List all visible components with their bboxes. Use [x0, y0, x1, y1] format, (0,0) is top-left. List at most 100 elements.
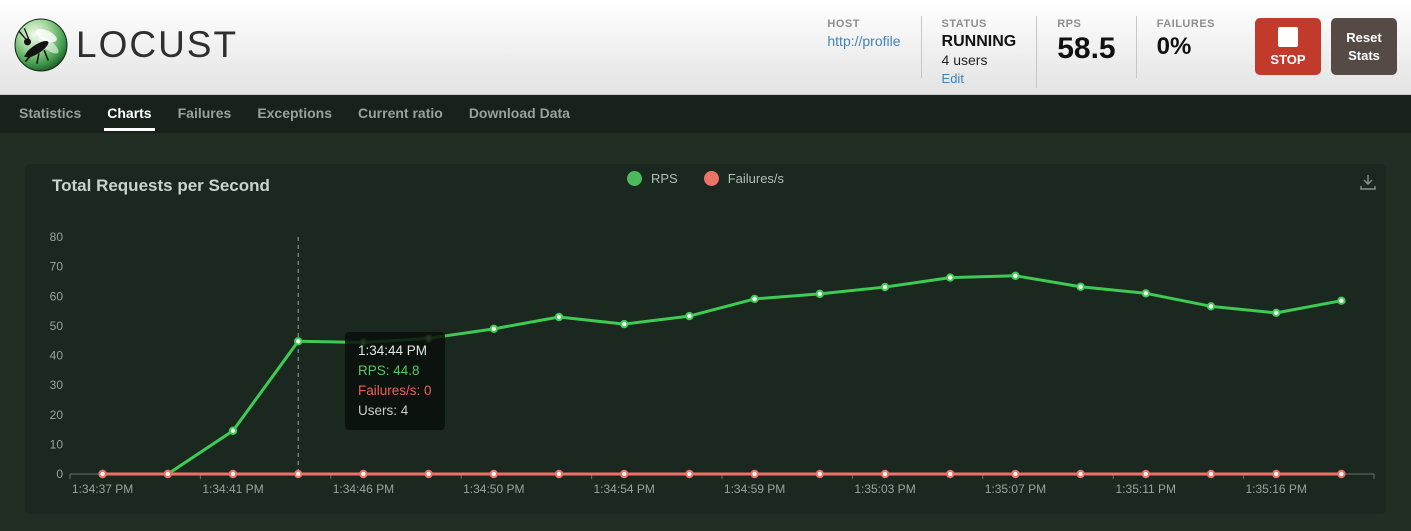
- tab-exceptions[interactable]: Exceptions: [257, 105, 333, 121]
- y-axis-label: 20: [50, 408, 64, 422]
- edit-users-link[interactable]: Edit: [941, 71, 964, 86]
- rps-data-point[interactable]: [620, 319, 629, 329]
- chart-panel: Total Requests per Second RPS Failures/s…: [25, 164, 1386, 514]
- rps-data-point[interactable]: [1141, 289, 1151, 298]
- host-link[interactable]: http://profile: [827, 33, 901, 49]
- failures-s-data-point[interactable]: [294, 469, 303, 479]
- rps-line: [102, 274, 1342, 476]
- failures-s-data-point[interactable]: [1076, 469, 1085, 479]
- rps-label: RPS: [1057, 18, 1082, 30]
- y-axis-label: 0: [56, 467, 63, 481]
- y-axis-label: 50: [50, 319, 64, 333]
- failures-s-data-point[interactable]: [1272, 469, 1281, 479]
- failures-s-data-point[interactable]: [359, 469, 368, 479]
- rps-data-point[interactable]: [294, 337, 303, 346]
- legend-item-rps[interactable]: RPS: [626, 171, 678, 186]
- failures-s-data-point[interactable]: [424, 469, 433, 479]
- y-axis-label: 30: [50, 378, 64, 392]
- rps-data-point[interactable]: [1206, 302, 1216, 311]
- x-axis-label: 1:35:07 PM: [985, 482, 1046, 496]
- rps-data-point[interactable]: [815, 289, 824, 299]
- stop-button-label: STOP: [1270, 51, 1306, 67]
- rps-data-point[interactable]: [1337, 296, 1346, 305]
- chart-tooltip: 1:34:44 PM RPS: 44.8 Failures/s: 0 Users…: [345, 332, 445, 430]
- locust-logo-icon: [14, 18, 68, 72]
- header-status-bar: HOST http://profile STATUS RUNNING 4 use…: [807, 0, 1411, 88]
- logo[interactable]: LOCUST: [14, 18, 238, 72]
- tooltip-failures: Failures/s: 0: [358, 383, 432, 398]
- x-axis-label: 1:34:50 PM: [463, 482, 524, 496]
- failures-label: FAILURES: [1156, 18, 1215, 30]
- x-axis-label: 1:35:16 PM: [1246, 482, 1307, 496]
- status-value: RUNNING: [941, 33, 1017, 50]
- rps-data-point[interactable]: [880, 282, 890, 292]
- failures-s-data-point[interactable]: [880, 469, 890, 479]
- rps-legend-label: RPS: [650, 171, 678, 186]
- stop-square-icon: [1278, 26, 1298, 47]
- logo-text: LOCUST: [76, 24, 239, 65]
- tab-download-data[interactable]: Download Data: [468, 105, 570, 121]
- failures-value: 0%: [1156, 33, 1192, 60]
- rps-data-point[interactable]: [750, 294, 759, 304]
- failures-s-data-point[interactable]: [1206, 469, 1216, 479]
- failures-s-data-point[interactable]: [946, 469, 955, 479]
- failures-block: FAILURES 0%: [1137, 16, 1235, 78]
- y-axis-label: 60: [50, 289, 64, 303]
- failures-s-data-point[interactable]: [489, 469, 498, 479]
- x-axis-label: 1:34:37 PM: [72, 482, 133, 496]
- host-label: HOST: [827, 18, 860, 30]
- tab-failures[interactable]: Failures: [177, 105, 232, 121]
- x-axis-label: 1:35:11 PM: [1116, 482, 1176, 496]
- failures-legend-label: Failures/s: [727, 171, 785, 186]
- status-label: STATUS: [941, 18, 987, 30]
- failures-s-data-point[interactable]: [163, 469, 173, 479]
- rps-data-point[interactable]: [1272, 308, 1281, 318]
- legend-item-failures[interactable]: Failures/s: [703, 171, 785, 186]
- rps-data-point[interactable]: [1076, 282, 1085, 291]
- rps-data-point[interactable]: [1011, 271, 1020, 281]
- download-chart-icon[interactable]: [1359, 173, 1377, 191]
- failures-s-data-point[interactable]: [228, 469, 238, 479]
- status-block: STATUS RUNNING 4 users Edit: [922, 16, 1038, 88]
- failures-s-data-point[interactable]: [1141, 469, 1151, 479]
- tab-charts[interactable]: Charts: [94, 95, 164, 133]
- rps-legend-dot-icon: [626, 171, 642, 186]
- rps-data-point[interactable]: [554, 312, 564, 322]
- y-axis-label: 80: [50, 230, 64, 244]
- y-axis-label: 70: [50, 260, 64, 274]
- y-axis-label: 10: [50, 437, 64, 451]
- failures-legend-dot-icon: [703, 171, 719, 186]
- tooltip-rps: RPS: 44.8: [358, 363, 420, 378]
- x-axis-label: 1:34:54 PM: [594, 482, 655, 496]
- failures-s-data-point[interactable]: [98, 469, 107, 479]
- reset-stats-button[interactable]: Reset Stats: [1331, 18, 1397, 75]
- header: LOCUST HOST http://profile STATUS RUNNIN…: [0, 0, 1411, 95]
- y-axis-label: 40: [50, 349, 64, 363]
- failures-s-data-point[interactable]: [685, 469, 694, 479]
- nav-bar: Statistics Charts Failures Exceptions Cu…: [0, 95, 1411, 133]
- x-axis-label: 1:34:41 PM: [202, 482, 263, 496]
- failures-s-data-point[interactable]: [1011, 469, 1020, 479]
- rps-data-point[interactable]: [228, 426, 238, 435]
- tab-statistics[interactable]: Statistics: [19, 105, 82, 121]
- x-axis-label: 1:34:46 PM: [333, 482, 394, 496]
- rps-chart[interactable]: 0 10 20 30 40 50 60 70 80 1:34:37 PM 1:34:41 PM 1:3…: [25, 164, 1386, 514]
- failures-s-data-point[interactable]: [750, 469, 759, 479]
- tooltip-time: 1:34:44 PM: [358, 343, 428, 358]
- tab-current-ratio[interactable]: Current ratio: [358, 105, 443, 121]
- rps-data-point[interactable]: [489, 324, 498, 334]
- failures-s-data-point[interactable]: [815, 469, 824, 479]
- rps-data-point[interactable]: [685, 311, 694, 321]
- x-axis-label: 1:34:59 PM: [724, 482, 785, 496]
- failures-s-data-point[interactable]: [554, 469, 564, 479]
- chart-title: Total Requests per Second: [52, 176, 270, 195]
- failures-s-data-point[interactable]: [620, 469, 629, 479]
- host-block: HOST http://profile: [807, 16, 922, 78]
- failures-s-data-point[interactable]: [1337, 469, 1346, 479]
- stop-button[interactable]: STOP: [1255, 18, 1321, 75]
- rps-value: 58.5: [1057, 32, 1116, 65]
- rps-data-point[interactable]: [946, 273, 955, 282]
- x-axis-label: 1:35:03 PM: [854, 482, 915, 496]
- status-user-count: 4 users: [941, 52, 988, 68]
- tooltip-users: Users: 4: [358, 403, 409, 418]
